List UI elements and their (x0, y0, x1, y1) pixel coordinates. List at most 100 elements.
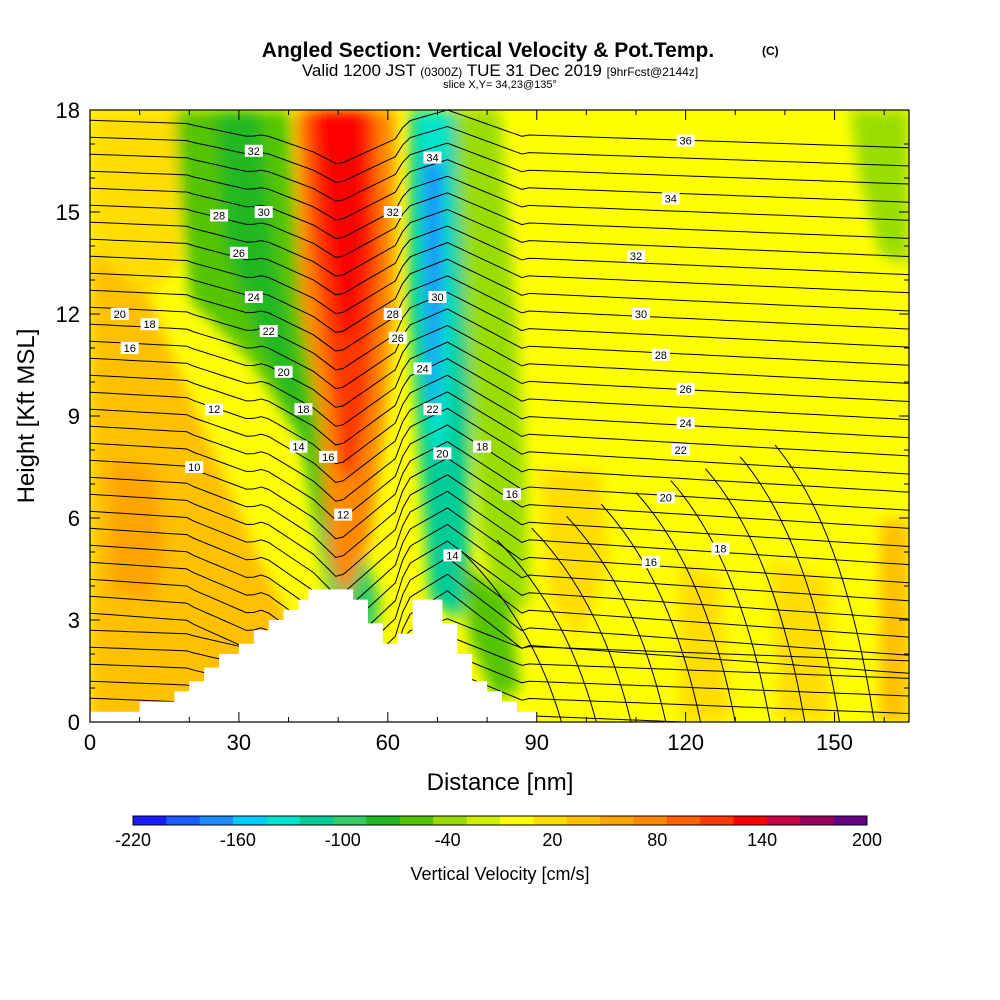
theta-contour (90, 159, 909, 221)
x-tick-label: 30 (227, 730, 251, 755)
contour-label: 32 (244, 144, 263, 158)
contour-label: 30 (254, 206, 273, 219)
x-tick-label: 120 (667, 730, 704, 755)
colorbar-swatch (266, 816, 301, 825)
theta-contour (90, 308, 909, 390)
y-tick-label: 3 (68, 608, 80, 633)
y-axis-label: Height [Kft MSL] (13, 329, 40, 504)
theta-contour (90, 142, 909, 202)
contour-label-box (244, 144, 263, 157)
contour-label-text: 10 (188, 462, 200, 474)
contour-label-text: 26 (233, 248, 245, 260)
contour-label-text: 14 (446, 550, 458, 562)
subtitle-z: (0300Z) (420, 65, 462, 79)
colorbar-swatch (666, 816, 701, 825)
chart-subtitle: Valid 1200 JST (0300Z) TUE 31 Dec 2019 [… (302, 61, 698, 80)
contour-label-box (140, 318, 159, 331)
contour-label-box (443, 549, 462, 562)
x-axis-label: Distance [nm] (427, 769, 574, 796)
contour-label: 32 (627, 250, 645, 263)
colorbar-swatch (166, 816, 201, 825)
theta-contour (90, 507, 909, 615)
field-upper-left (90, 110, 180, 300)
contour-label: 16 (120, 342, 139, 355)
theta-contour (90, 557, 909, 671)
contour-label-box (205, 403, 224, 416)
contour-label-box (428, 291, 447, 303)
field-blue (424, 160, 442, 420)
theta-contour (705, 468, 806, 722)
colorbar-swatch (700, 816, 735, 825)
contour-label-text: 26 (392, 333, 404, 345)
contour-label: 26 (676, 382, 695, 396)
contour-label: 34 (661, 192, 680, 205)
contour-label: 28 (383, 308, 402, 321)
theta-contour (90, 125, 909, 183)
contour-label-text: 32 (387, 207, 399, 219)
colorbar-swatch (333, 816, 368, 825)
contour-label-box (423, 403, 442, 416)
subtitle-date: TUE 31 Dec 2019 (467, 61, 602, 80)
contour-label-text: 16 (645, 557, 657, 569)
terrain (90, 589, 537, 722)
contour-label-text: 24 (248, 292, 260, 304)
chart-title-main: Angled Section: Vertical Velocity & Pot.… (262, 39, 714, 62)
contour-label-text: 22 (426, 404, 438, 416)
theta-contour (90, 208, 909, 277)
colorbar-label: Vertical Velocity [cm/s] (410, 864, 589, 884)
contour-label: 12 (334, 508, 353, 522)
contour-label-text: 12 (208, 404, 220, 416)
theta-contour (90, 618, 909, 679)
colorbar-swatch (600, 816, 634, 825)
contour-label-text: 22 (263, 326, 275, 338)
contour-label-text: 28 (387, 309, 399, 321)
contour-label-box (274, 365, 293, 378)
x-tick-label: 150 (816, 730, 853, 755)
colorbar-swatch (633, 816, 668, 825)
contour-label-box (294, 403, 313, 416)
contour-label-box (631, 308, 650, 320)
theta-contour (531, 527, 632, 722)
contour-label-box (433, 447, 452, 460)
contour-label-box (244, 291, 263, 303)
contour-label-text: 12 (337, 510, 349, 522)
field-orange-left (90, 250, 300, 722)
colorbar-tick-label: 140 (747, 830, 777, 850)
contour-label: 16 (502, 488, 521, 501)
theta-contour (90, 407, 909, 502)
theta-contour (635, 492, 736, 722)
velocity-field (90, 110, 909, 722)
contour-label: 22 (671, 444, 690, 457)
contour-label-box (334, 508, 353, 521)
colorbar (132, 815, 868, 826)
colorbar-tick-label: -40 (435, 830, 461, 850)
contour-label-box (229, 246, 248, 259)
colorbar-tick-label: -220 (115, 830, 151, 850)
contour-label-text: 14 (292, 442, 304, 454)
theta-contour (90, 110, 909, 165)
contour-label-box (383, 206, 402, 218)
contour-label-text: 22 (675, 445, 687, 457)
contour-label: 20 (433, 447, 452, 460)
contour-label: 32 (383, 206, 402, 219)
contour-label-box (627, 250, 645, 263)
contour-label-text: 34 (665, 193, 677, 205)
contour-label: 18 (473, 440, 492, 454)
theta-contour (90, 324, 909, 408)
contour-label-text: 18 (714, 544, 726, 556)
contour-label-text: 20 (277, 367, 289, 379)
colorbar-tick-label: -100 (325, 830, 361, 850)
contour-label-text: 36 (680, 136, 692, 148)
contour-label-box (110, 308, 129, 320)
theta-contour (496, 539, 597, 722)
colorbar-swatch (500, 816, 534, 825)
theta-contour (90, 258, 909, 333)
contour-label: 28 (210, 209, 229, 222)
contour-label: 14 (289, 440, 308, 454)
field-orange-right-4 (880, 520, 909, 722)
contour-label-box (651, 348, 670, 361)
theta-contour (600, 504, 702, 722)
theta-contour (774, 444, 875, 722)
